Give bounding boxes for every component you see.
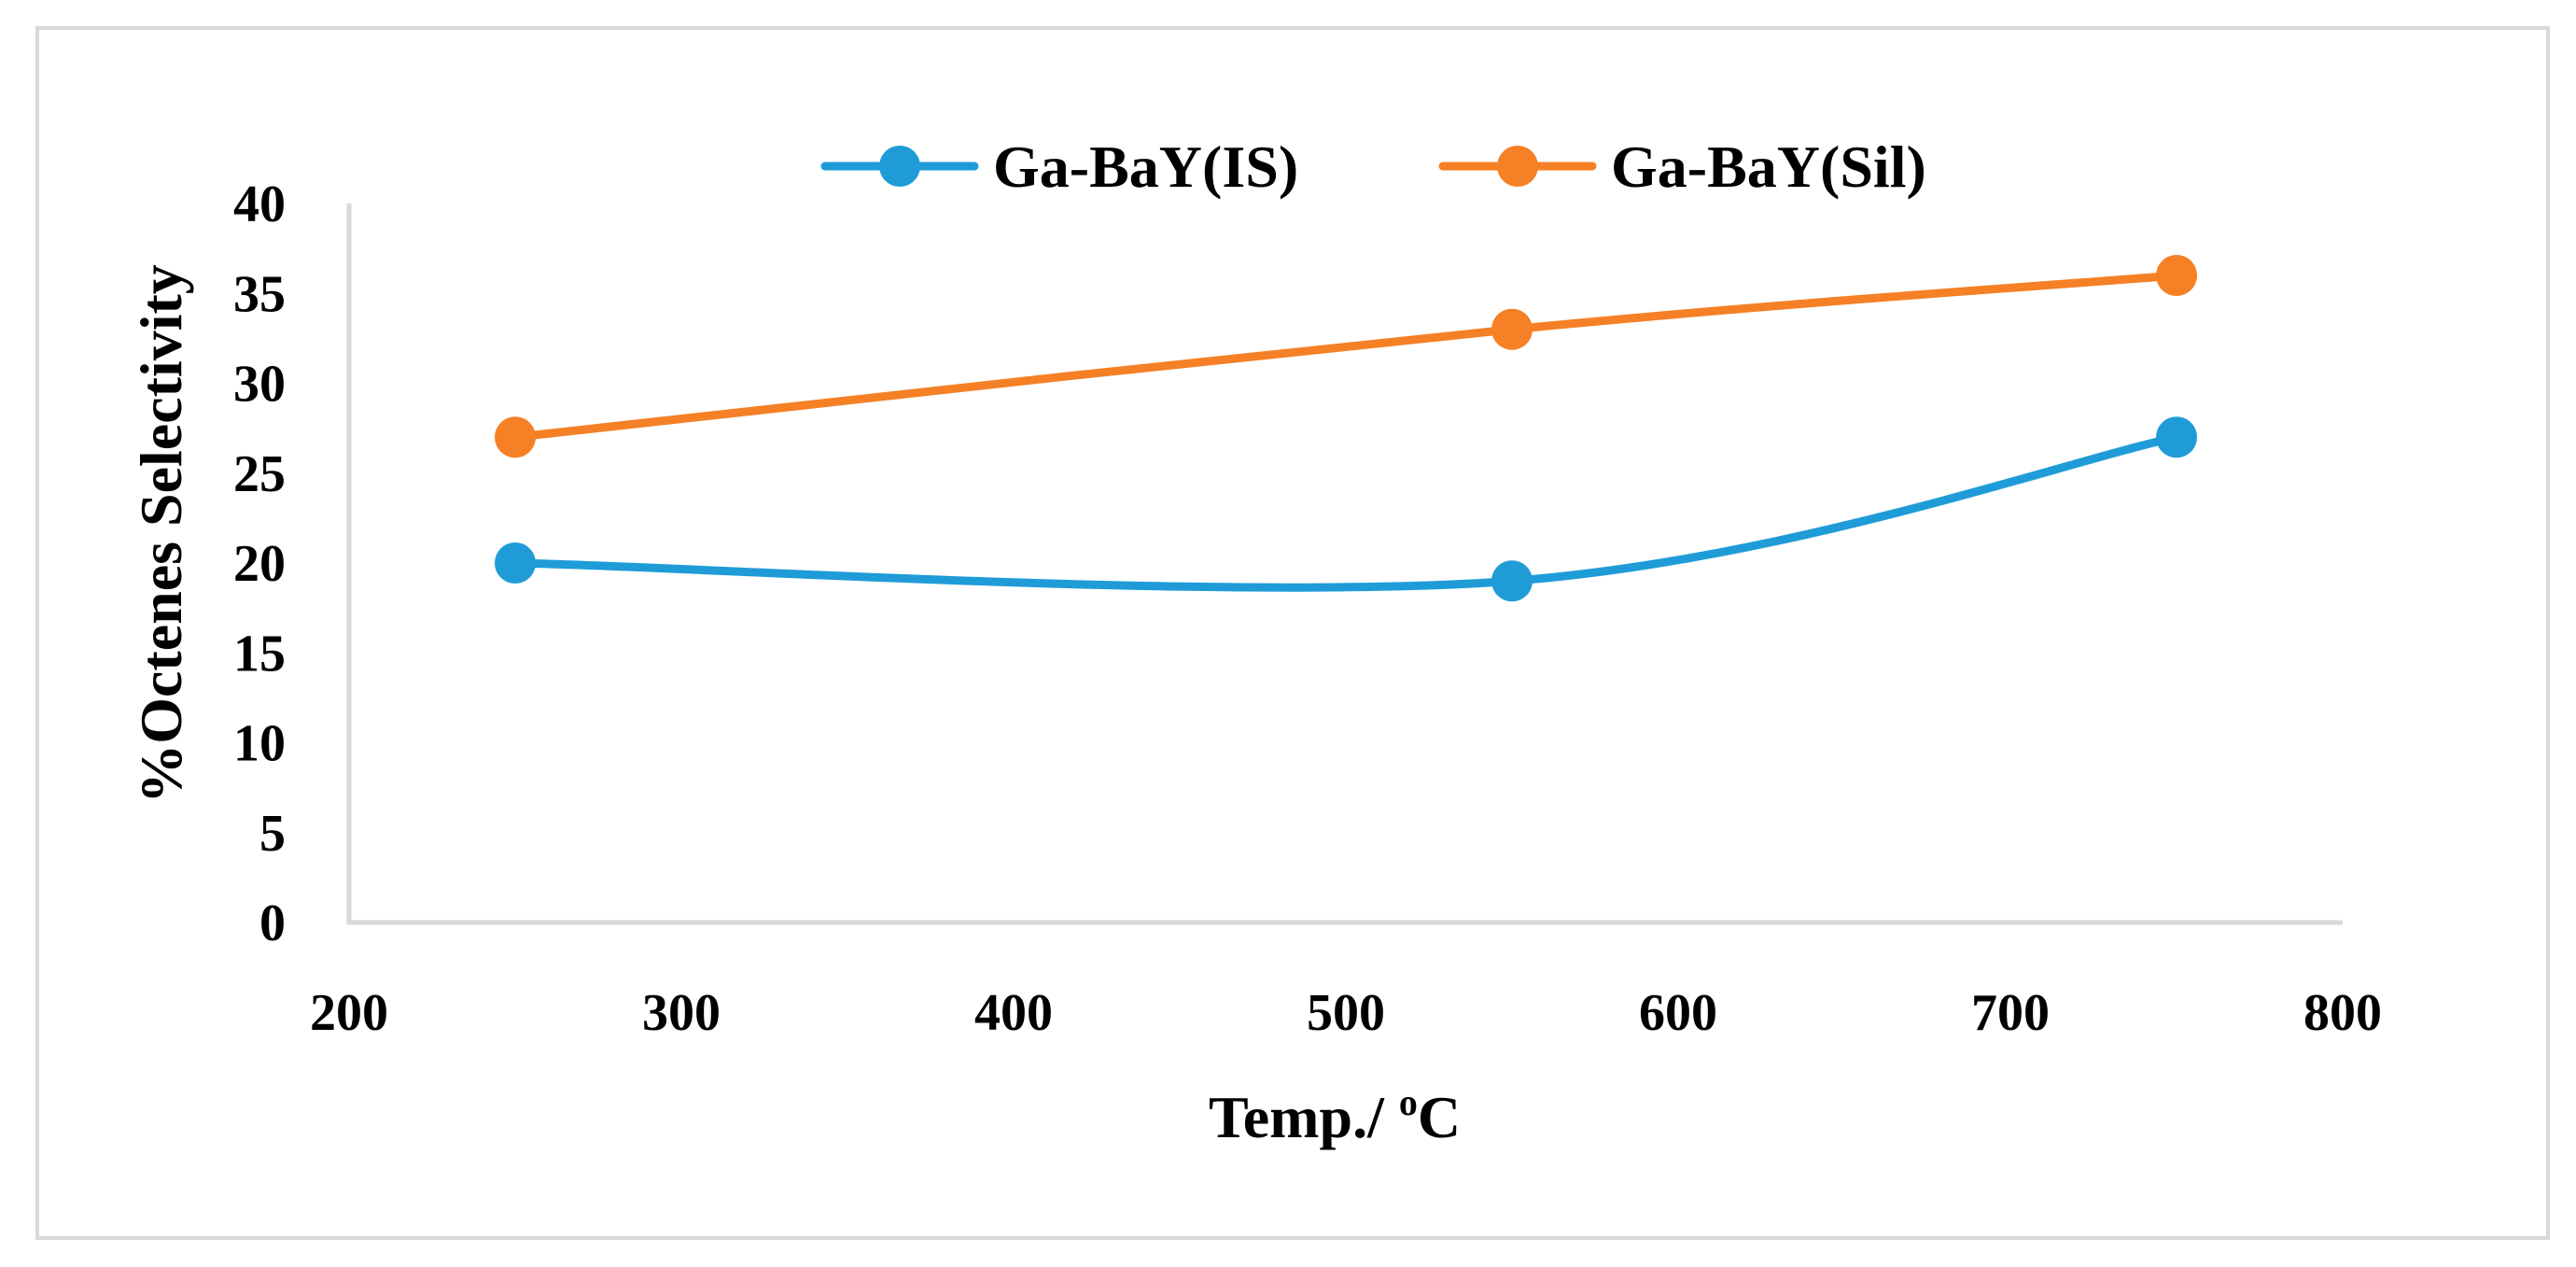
y-tick-labels: 0 5 10 15 20 25 30 35 40 xyxy=(233,176,286,952)
y-tick-label: 15 xyxy=(233,625,286,683)
x-tick-label: 500 xyxy=(1307,984,1385,1042)
y-tick-label: 10 xyxy=(233,715,286,773)
x-axis-title-superscript: o xyxy=(1399,1081,1418,1123)
y-tick-label: 35 xyxy=(233,265,286,323)
x-tick-label: 600 xyxy=(1639,984,1717,1042)
series-line-2 xyxy=(511,271,2181,442)
x-axis-title-unit: C xyxy=(1418,1084,1461,1150)
series-2-point xyxy=(495,416,536,458)
series-1-point xyxy=(495,542,536,584)
legend: Ga-BaY(IS) Ga-BaY(Sil) xyxy=(820,134,1926,200)
x-tick-label: 300 xyxy=(642,984,721,1042)
y-tick-label: 25 xyxy=(233,445,286,503)
y-tick-label: 0 xyxy=(259,894,286,952)
legend-swatch-marker-1 xyxy=(879,146,920,187)
x-tick-label: 700 xyxy=(1971,984,2050,1042)
x-tick-labels: 200 300 400 500 600 700 800 xyxy=(310,984,2382,1042)
series-1-point xyxy=(2156,416,2197,458)
x-tick-label: 200 xyxy=(310,984,388,1042)
legend-swatch-marker-2 xyxy=(1497,146,1538,187)
legend-label-1: Ga-BaY(IS) xyxy=(993,134,1298,200)
legend-label-2: Ga-BaY(Sil) xyxy=(1611,134,1926,200)
series-2-point xyxy=(1491,308,1533,350)
series-line-1 xyxy=(511,432,2181,592)
series-1-point xyxy=(1491,560,1533,602)
x-axis-title: Temp./ oC xyxy=(1209,1081,1461,1150)
x-tick-label: 800 xyxy=(2303,984,2382,1042)
x-axis-title-text: Temp./ xyxy=(1209,1084,1399,1150)
series-layer xyxy=(495,255,2197,602)
y-tick-label: 30 xyxy=(233,356,286,414)
chart-frame xyxy=(35,26,2550,1240)
y-tick-label: 5 xyxy=(259,805,286,863)
y-axis-title: %Octenes Selectivity xyxy=(128,264,194,804)
x-tick-label: 400 xyxy=(974,984,1053,1042)
series-2-point xyxy=(2156,255,2197,296)
y-tick-label: 40 xyxy=(233,176,286,233)
y-tick-label: 20 xyxy=(233,535,286,593)
